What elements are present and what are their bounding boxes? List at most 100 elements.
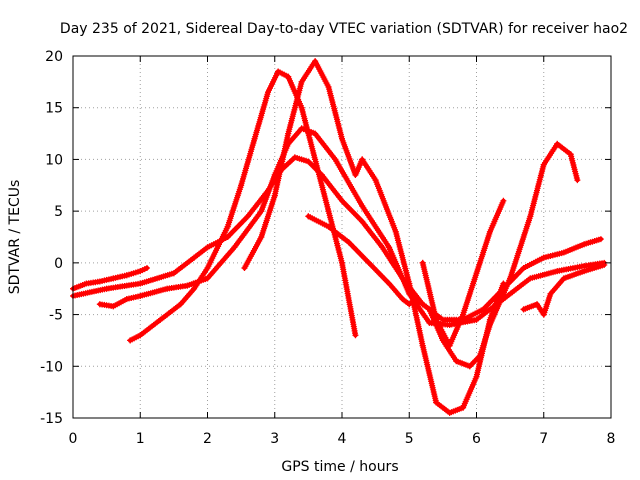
data-point xyxy=(271,192,278,199)
data-point xyxy=(325,223,332,230)
data-point xyxy=(527,213,534,220)
y-tick-label: 15 xyxy=(45,101,63,117)
data-point xyxy=(285,130,292,137)
data-point xyxy=(143,265,150,272)
data-point xyxy=(574,177,581,184)
x-tick-label: 1 xyxy=(136,431,145,447)
data-point xyxy=(386,280,393,287)
data-point xyxy=(258,208,265,215)
data-point xyxy=(520,306,527,313)
data-point xyxy=(275,68,282,75)
x-axis-label: GPS time / hours xyxy=(281,459,398,475)
data-point xyxy=(325,84,332,91)
y-tick-label: 20 xyxy=(45,49,63,65)
data-point xyxy=(325,208,332,215)
data-point xyxy=(453,358,460,365)
y-tick-label: -5 xyxy=(49,308,63,324)
data-point xyxy=(581,262,588,269)
y-tick-label: 10 xyxy=(45,152,63,168)
data-point xyxy=(597,236,604,243)
data-point xyxy=(184,282,191,289)
data-point xyxy=(473,270,480,277)
data-point xyxy=(332,156,339,163)
data-point xyxy=(110,303,117,310)
data-point xyxy=(110,275,117,282)
y-tick-label: 0 xyxy=(54,256,63,272)
data-point xyxy=(224,223,231,230)
chart-title: Day 235 of 2021, Sidereal Day-to-day VTE… xyxy=(60,21,628,37)
data-point xyxy=(191,254,198,261)
series-layer xyxy=(70,58,608,416)
data-point xyxy=(372,177,379,184)
x-tick-label: 2 xyxy=(203,431,212,447)
data-point xyxy=(312,156,319,163)
data-point xyxy=(137,332,144,339)
data-point xyxy=(534,301,541,308)
x-tick-label: 3 xyxy=(270,431,279,447)
data-point xyxy=(244,213,251,220)
tick-layer: 0 1 2 3 4 5 6 7 8 -15 -10 -5 0 5 10 15 20 xyxy=(40,49,615,447)
series-track-8 xyxy=(520,261,608,318)
y-axis-label: SDTVAR / TECUs xyxy=(7,180,23,295)
data-point xyxy=(177,301,184,308)
data-point xyxy=(500,197,507,204)
data-point xyxy=(486,321,493,328)
data-point xyxy=(83,280,90,287)
data-point xyxy=(540,161,547,168)
data-point xyxy=(460,404,467,411)
data-point xyxy=(359,156,366,163)
data-point xyxy=(554,268,561,275)
series-track-7 xyxy=(419,197,507,349)
data-point xyxy=(359,202,366,209)
data-point xyxy=(359,218,366,225)
data-point xyxy=(305,213,312,220)
data-point xyxy=(601,261,608,268)
data-point xyxy=(345,239,352,246)
data-point xyxy=(103,285,110,292)
data-point xyxy=(271,171,278,178)
data-point xyxy=(137,280,144,287)
data-point xyxy=(540,311,547,318)
x-tick-label: 5 xyxy=(405,431,414,447)
data-point xyxy=(379,244,386,251)
data-point xyxy=(298,125,305,132)
series-track-3 xyxy=(96,125,608,328)
data-point xyxy=(500,280,507,287)
data-point xyxy=(446,409,453,416)
series-line xyxy=(127,69,358,343)
data-point xyxy=(352,171,359,178)
data-point xyxy=(365,259,372,266)
data-point xyxy=(460,311,467,318)
data-point xyxy=(540,254,547,261)
data-point xyxy=(339,197,345,204)
data-point xyxy=(204,265,211,272)
data-point xyxy=(581,268,588,275)
series-track-4 xyxy=(127,68,359,344)
data-point xyxy=(127,337,134,344)
data-point xyxy=(581,241,588,248)
data-point xyxy=(446,342,453,349)
data-point xyxy=(433,399,440,406)
data-point xyxy=(96,278,103,285)
data-point xyxy=(339,259,345,266)
data-point xyxy=(157,316,164,323)
x-tick-label: 4 xyxy=(338,431,347,447)
data-point xyxy=(476,352,483,359)
data-point xyxy=(554,140,561,147)
data-point xyxy=(426,319,433,326)
series-track-6 xyxy=(305,140,581,370)
x-tick-label: 7 xyxy=(539,431,548,447)
data-point xyxy=(547,290,554,297)
data-point xyxy=(527,275,534,282)
data-point xyxy=(137,292,144,299)
data-point xyxy=(204,244,211,251)
data-point xyxy=(507,275,514,282)
data-point xyxy=(265,89,272,96)
data-point xyxy=(291,154,298,161)
x-tick-label: 6 xyxy=(472,431,481,447)
y-tick-label: -15 xyxy=(40,411,63,427)
data-point xyxy=(312,58,319,65)
data-point xyxy=(238,182,245,189)
data-point xyxy=(446,321,453,328)
